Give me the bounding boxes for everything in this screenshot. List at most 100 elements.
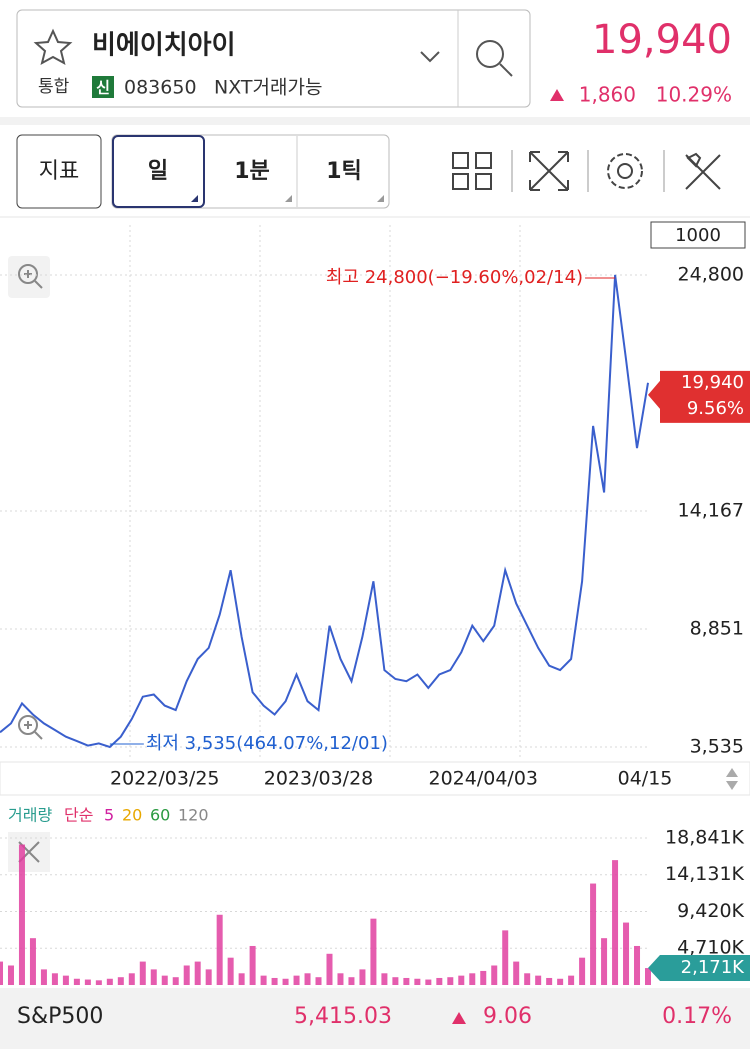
stock-box[interactable] (16, 9, 531, 108)
volume-tag (648, 955, 750, 982)
volume-bar (557, 978, 564, 985)
volume-bar (139, 961, 146, 985)
stock-tag: NXT거래가능 (214, 77, 322, 99)
search-handle (499, 63, 513, 77)
volume-bar (348, 977, 355, 985)
volume-bar (469, 973, 476, 985)
current-price: 19,940 (681, 372, 744, 393)
volume-bar (513, 961, 520, 985)
volume-bar (7, 965, 14, 985)
badge: 신 (96, 79, 110, 97)
volume-bar (502, 930, 509, 985)
favorite-icon[interactable] (33, 28, 73, 65)
volume-bar (480, 970, 487, 985)
x-tick-label: 2024/04/03 (428, 768, 538, 790)
y-tick-label: 24,800 (678, 263, 744, 285)
volume-bar (172, 977, 179, 985)
index-value: 5,415.03 (294, 1004, 392, 1029)
volume-bar (95, 980, 102, 985)
volume-bar (634, 945, 641, 985)
period-label: 일 (148, 159, 168, 184)
volume-bar (106, 978, 113, 985)
zoom-value: 1000 (675, 225, 721, 246)
footer (0, 988, 750, 1049)
volume-bar (590, 883, 597, 985)
volume-bar (524, 973, 531, 985)
x-tick-label: 2022/03/25 (110, 768, 220, 790)
volume-bar (62, 975, 69, 985)
volume-bar (249, 945, 256, 985)
period-selected[interactable] (112, 135, 205, 208)
volume-bar (216, 914, 223, 985)
index-change: 9.06 (483, 1004, 532, 1029)
volume-bar (271, 977, 278, 985)
volume-bar (183, 965, 190, 985)
volume-bar (73, 978, 80, 985)
volume-bar (326, 953, 333, 985)
period-corner (191, 195, 198, 202)
price-change: 1,860 (579, 83, 636, 107)
legend-period: 60 (150, 806, 170, 825)
volume-bar (227, 957, 234, 985)
volume-bar (392, 977, 399, 985)
volume-bar (359, 969, 366, 985)
volume-bar (425, 979, 432, 985)
y-tick-label: 4,710K (677, 937, 744, 959)
zoom-icon[interactable] (18, 715, 43, 740)
stock-name: 비에이치아이 (92, 31, 236, 61)
zoom-box[interactable] (650, 221, 746, 249)
badge-bg (92, 76, 114, 98)
volume-bar (623, 922, 630, 985)
y-tick-label: 18,841K (665, 826, 744, 848)
volume-bar (447, 977, 454, 985)
price-line (0, 274, 649, 749)
volume-bar (128, 973, 135, 985)
x-tick-label: 04/15 (618, 768, 673, 790)
search-icon[interactable] (476, 40, 504, 68)
period-label: 1틱 (326, 159, 362, 184)
period-label: 1분 (234, 159, 270, 184)
volume-bar (535, 975, 542, 985)
legend-period: 120 (178, 806, 209, 825)
volume-bar (29, 938, 36, 985)
dropdown-icon[interactable] (420, 51, 440, 63)
volume-bar (458, 975, 465, 985)
zoom-icon[interactable] (8, 256, 50, 298)
volume-bar (337, 973, 344, 985)
scroll-up[interactable] (726, 768, 738, 777)
volume-bar (51, 973, 58, 985)
date-axis (0, 761, 750, 796)
volume-bar (0, 961, 3, 985)
volume-bar (18, 844, 25, 985)
indicator-label: 지표 (39, 159, 79, 184)
y-tick-label: 14,167 (678, 499, 744, 521)
volume-current: 2,171K (681, 957, 746, 978)
legend-period: 20 (122, 806, 142, 825)
scroll-down[interactable] (726, 781, 738, 790)
volume-bar (601, 938, 608, 985)
toolbar-icons[interactable] (452, 150, 721, 192)
volume-bar (238, 973, 245, 985)
period-corner (377, 195, 384, 202)
volume-bar (612, 860, 619, 985)
volume-bar (546, 977, 553, 985)
high-label: 최고 24,800(−19.60%,02/14) (326, 267, 583, 288)
volume-bar (568, 975, 575, 985)
index-name: S&P500 (17, 1004, 103, 1029)
volume-bar (403, 977, 410, 985)
indicator-button[interactable] (16, 134, 102, 209)
close-icon[interactable] (8, 832, 50, 872)
volume-bar (370, 918, 377, 985)
y-tick-label: 14,131K (665, 863, 744, 885)
volume-bar (436, 977, 443, 985)
y-tick-label: 9,420K (677, 900, 744, 922)
volume-bar (293, 975, 300, 985)
y-tick-label: 8,851 (690, 618, 744, 640)
current-pct: 9.56% (687, 398, 744, 419)
volume-bar (414, 978, 421, 985)
volume-bar (205, 969, 212, 985)
volume-bar (117, 977, 124, 985)
volume-bar (194, 961, 201, 985)
